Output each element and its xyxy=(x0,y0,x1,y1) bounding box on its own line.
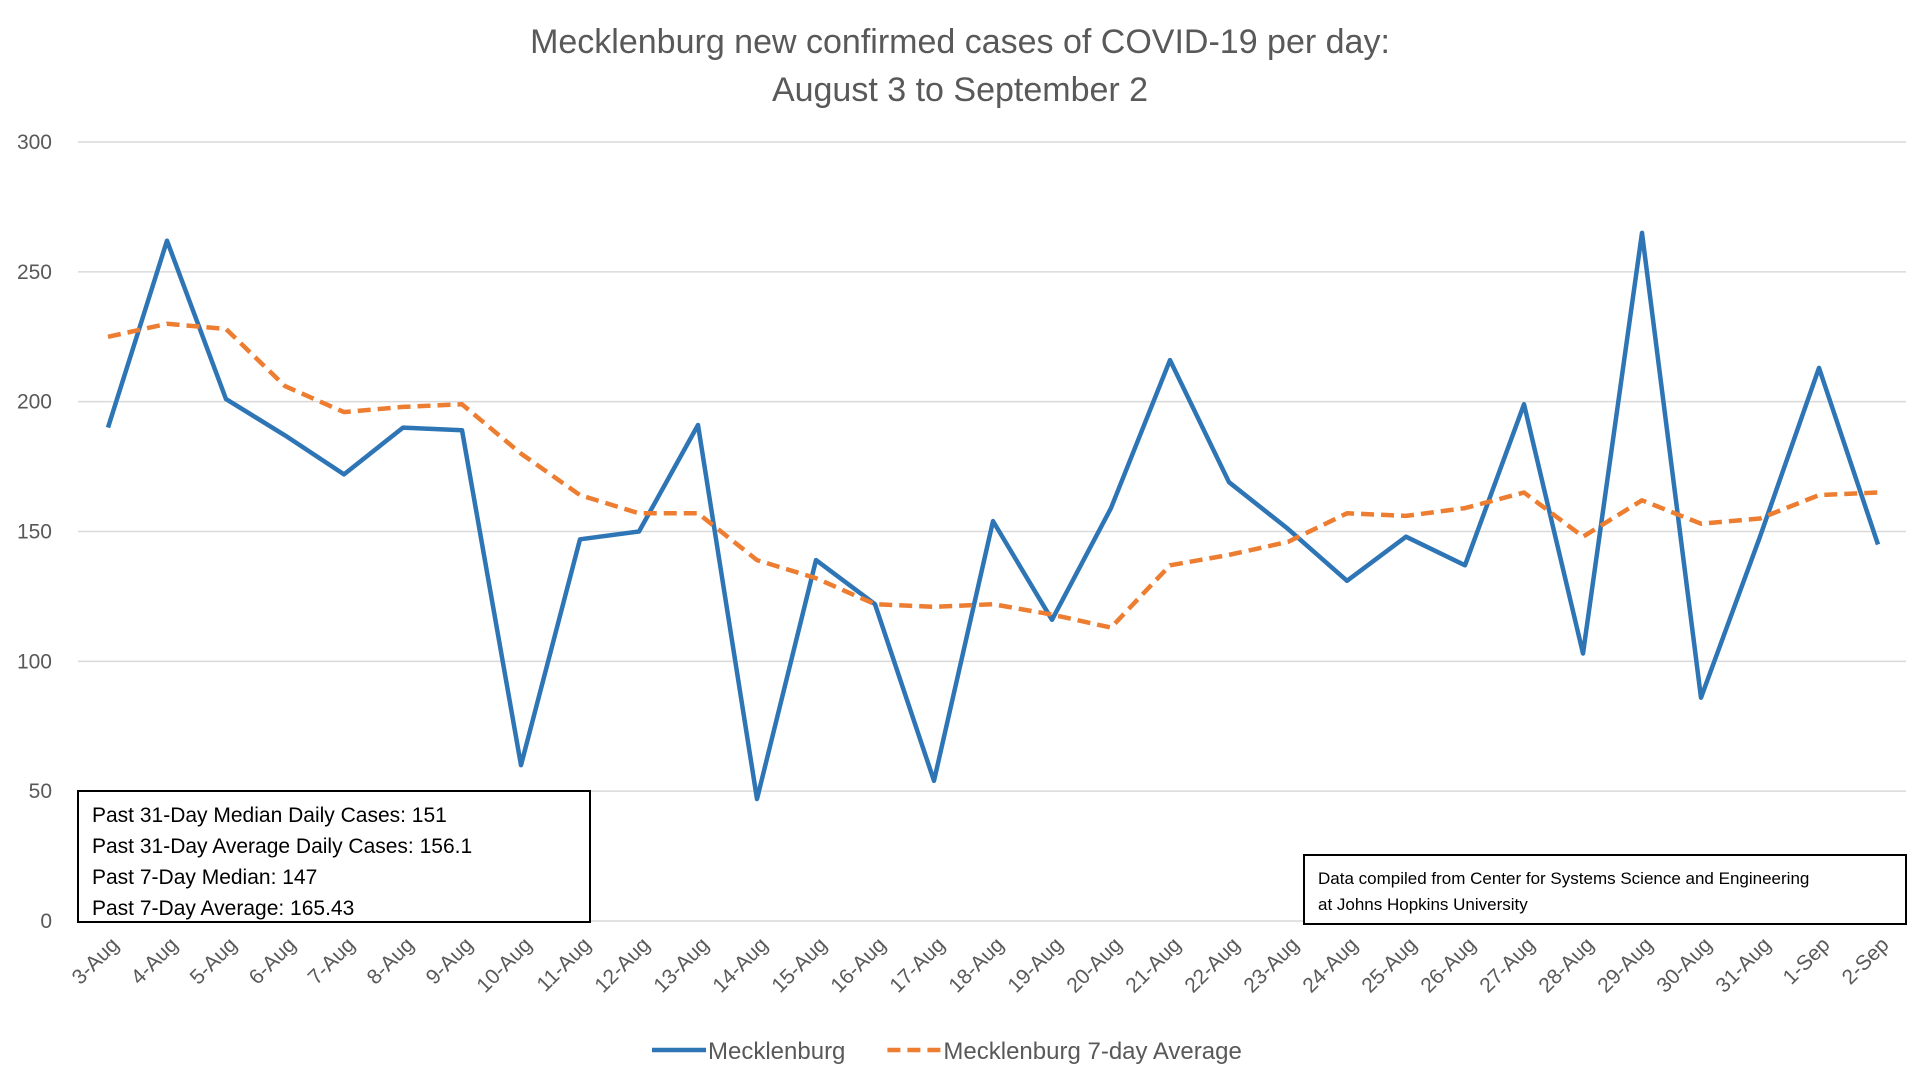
stats-median-31: Past 31-Day Median Daily Cases: 151 xyxy=(92,804,447,827)
y-tick-label: 0 xyxy=(40,910,52,933)
x-tick-label: 28-Aug xyxy=(1534,933,1598,997)
x-tick-label: 19-Aug xyxy=(1003,933,1067,997)
x-tick-label: 10-Aug xyxy=(472,933,536,997)
y-tick-label: 50 xyxy=(29,780,52,803)
x-tick-label: 13-Aug xyxy=(649,933,713,997)
x-tick-label: 3-Aug xyxy=(68,933,124,989)
x-tick-label: 7-Aug xyxy=(304,933,360,989)
x-tick-label: 9-Aug xyxy=(422,933,478,989)
legend-label: Mecklenburg 7-day Average xyxy=(943,1038,1241,1065)
x-tick-label: 20-Aug xyxy=(1062,933,1126,997)
legend-label: Mecklenburg xyxy=(708,1038,845,1065)
x-tick-label: 24-Aug xyxy=(1298,933,1362,997)
y-tick-label: 200 xyxy=(17,391,52,414)
stats-box-border xyxy=(77,790,591,923)
x-tick-label: 31-Aug xyxy=(1711,933,1775,997)
x-tick-label: 29-Aug xyxy=(1593,933,1657,997)
x-tick-label: 26-Aug xyxy=(1416,933,1480,997)
y-tick-label: 150 xyxy=(17,521,52,544)
y-tick-label: 300 xyxy=(17,131,52,154)
x-tick-label: 27-Aug xyxy=(1475,933,1539,997)
chart-title: Mecklenburg new confirmed cases of COVID… xyxy=(530,23,1390,61)
x-tick-label: 5-Aug xyxy=(186,933,242,989)
x-tick-label: 30-Aug xyxy=(1652,933,1716,997)
x-tick-label: 6-Aug xyxy=(245,933,301,989)
x-tick-label: 1-Sep xyxy=(1779,933,1835,989)
series-layer xyxy=(105,230,1881,802)
x-tick-label: 14-Aug xyxy=(708,933,772,997)
source-note-line1: Data compiled from Center for Systems Sc… xyxy=(1318,869,1809,888)
source-note-border xyxy=(1303,854,1907,925)
x-tick-label: 18-Aug xyxy=(944,933,1008,997)
x-tick-label: 11-Aug xyxy=(532,933,595,996)
x-tick-label: 16-Aug xyxy=(826,933,890,997)
series-line-1 xyxy=(107,321,1879,630)
legend: Mecklenburg Mecklenburg 7-day Average xyxy=(652,1038,1242,1065)
x-tick-label: 23-Aug xyxy=(1239,933,1303,997)
chart-subtitle: August 3 to September 2 xyxy=(772,71,1148,109)
y-tick-label: 250 xyxy=(17,261,52,284)
source-note: Data compiled from Center for Systems Sc… xyxy=(1303,854,1907,925)
x-tick-label: 25-Aug xyxy=(1357,933,1421,997)
stats-box: Past 31-Day Median Daily Cases: 151 Past… xyxy=(77,790,591,923)
x-tick-label: 15-Aug xyxy=(767,933,831,997)
x-axis-tick-labels: 3-Aug 4-Aug 5-Aug 6-Aug 7-Aug 8-Aug 9-Aug10-Au… xyxy=(68,933,1894,997)
stats-average-31: Past 31-Day Average Daily Cases: 156.1 xyxy=(92,835,472,858)
x-tick-label: 4-Aug xyxy=(127,933,183,989)
x-tick-label: 21-Aug xyxy=(1121,933,1185,997)
source-note-line2: at Johns Hopkins University xyxy=(1318,895,1528,914)
x-tick-label: 22-Aug xyxy=(1180,933,1244,997)
y-axis-tick-labels: 0 50 100 150 200 250 300 xyxy=(17,131,52,933)
stats-average-7: Past 7-Day Average: 165.43 xyxy=(92,897,354,920)
stats-median-7: Past 7-Day Median: 147 xyxy=(92,866,317,889)
y-tick-label: 100 xyxy=(17,650,52,673)
x-tick-label: 8-Aug xyxy=(363,933,419,989)
series-line-0 xyxy=(105,230,1881,802)
x-tick-label: 2-Sep xyxy=(1838,933,1894,989)
x-tick-label: 12-Aug xyxy=(590,933,654,997)
x-tick-label: 17-Aug xyxy=(885,933,949,997)
